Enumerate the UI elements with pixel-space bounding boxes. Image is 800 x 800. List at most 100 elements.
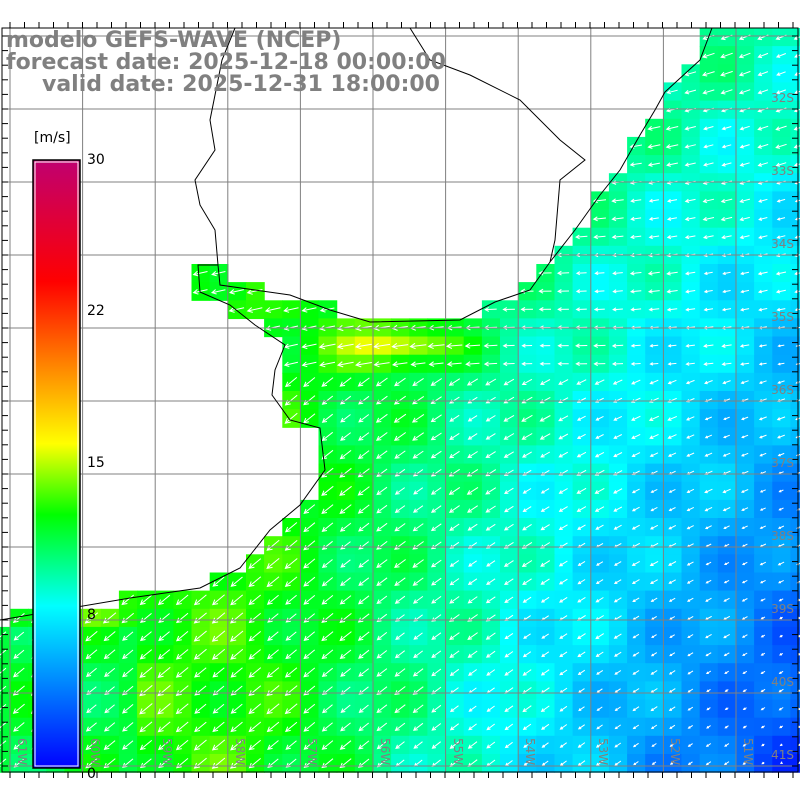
wind-arrow-icon — [503, 433, 515, 440]
wind-arrow-icon — [666, 271, 678, 276]
wind-arrow-icon — [504, 632, 514, 640]
wind-arrow-icon — [631, 488, 640, 494]
wind-arrow-icon — [630, 307, 642, 312]
wind-arrow-icon — [393, 432, 406, 441]
wind-arrow-icon — [139, 721, 153, 733]
wind-arrow-icon — [612, 271, 623, 276]
wind-arrow-icon — [759, 561, 767, 566]
title-model: modelo GEFS-WAVE (NCEP) — [6, 28, 342, 53]
wind-arrow-icon — [523, 760, 531, 766]
wind-arrow-icon — [354, 343, 372, 350]
wind-arrow-icon — [321, 631, 334, 642]
wind-arrow-icon — [192, 270, 208, 277]
wind-arrow-icon — [212, 703, 225, 714]
wind-arrow-icon — [650, 706, 658, 712]
wind-arrow-icon — [246, 288, 263, 295]
wind-arrow-icon — [539, 343, 551, 348]
wind-arrow-icon — [504, 505, 514, 513]
wind-arrow-icon — [194, 703, 207, 714]
wind-arrow-icon — [578, 706, 585, 712]
wind-arrow-icon — [721, 362, 732, 366]
wind-arrow-icon — [778, 670, 784, 674]
wind-arrow-icon — [230, 739, 244, 751]
wind-arrow-icon — [413, 632, 423, 640]
wind-arrow-icon — [412, 704, 424, 714]
wind-arrow-icon — [741, 434, 749, 439]
wind-arrow-icon — [630, 343, 641, 348]
wind-cell — [790, 499, 800, 519]
wind-arrow-icon — [723, 633, 730, 639]
wind-arrow-icon — [758, 344, 767, 348]
wind-arrow-icon — [722, 507, 731, 512]
wind-arrow-icon — [649, 379, 659, 385]
wind-arrow-icon — [703, 307, 714, 312]
wind-arrow-icon — [430, 432, 442, 441]
wind-arrow-icon — [357, 486, 370, 496]
wind-arrow-icon — [376, 450, 388, 459]
wind-arrow-icon — [651, 634, 657, 638]
wind-arrow-icon — [540, 506, 550, 512]
wind-arrow-icon — [504, 741, 513, 749]
wind-arrow-icon — [759, 434, 767, 439]
wind-arrow-icon — [705, 761, 712, 766]
wind-arrow-icon — [758, 362, 767, 366]
wind-arrow-icon — [466, 486, 479, 495]
wind-arrow-icon — [522, 578, 532, 585]
wind-arrow-icon — [704, 452, 713, 457]
wind-arrow-icon — [648, 234, 660, 240]
wind-arrow-icon — [541, 651, 550, 658]
wind-arrow-icon — [321, 613, 334, 623]
wind-arrow-icon — [775, 143, 787, 149]
wind-arrow-icon — [667, 452, 677, 457]
wind-arrow-icon — [614, 760, 622, 766]
wind-arrow-icon — [464, 342, 481, 349]
wind-arrow-icon — [557, 343, 569, 348]
wind-arrow-icon — [284, 558, 298, 569]
wind-arrow-icon — [742, 670, 748, 674]
wind-arrow-icon — [687, 761, 693, 765]
wind-arrow-icon — [666, 217, 677, 221]
colorbar-tick: 8 — [87, 607, 96, 623]
wind-arrow-icon — [430, 487, 442, 495]
wind-arrow-icon — [594, 487, 605, 494]
wind-arrow-icon — [757, 289, 768, 294]
wind-arrow-icon — [706, 725, 711, 729]
wind-arrow-icon — [466, 468, 479, 477]
wind-arrow-icon — [522, 705, 532, 713]
wind-arrow-icon — [303, 377, 316, 388]
wind-arrow-icon — [669, 652, 676, 657]
latitude-label: 36S — [771, 383, 794, 397]
wind-arrow-icon — [631, 506, 640, 512]
wind-arrow-icon — [684, 198, 696, 203]
wind-arrow-icon — [266, 558, 280, 570]
wind-arrow-icon — [121, 612, 135, 624]
wind-arrow-icon — [684, 71, 697, 77]
wind-arrow-icon — [687, 706, 694, 711]
wind-arrow-icon — [321, 722, 333, 732]
wind-arrow-icon — [578, 688, 585, 693]
wind-arrow-icon — [284, 721, 298, 733]
wind-arrow-icon — [540, 705, 550, 713]
wind-arrow-icon — [358, 649, 370, 659]
wind-arrow-icon — [211, 594, 225, 606]
wind-arrow-icon — [540, 578, 550, 585]
wind-arrow-icon — [86, 667, 97, 678]
wind-arrow-icon — [0, 685, 7, 695]
wind-arrow-icon — [611, 216, 624, 222]
wind-arrow-icon — [449, 741, 460, 749]
wind-arrow-icon — [630, 216, 642, 221]
coastline — [0, 27, 713, 621]
wind-cell — [790, 463, 800, 483]
wind-arrow-icon — [594, 379, 605, 385]
wind-arrow-icon — [739, 235, 750, 240]
wind-arrow-icon — [651, 743, 657, 747]
wind-arrow-icon — [504, 596, 514, 603]
wind-arrow-icon — [413, 650, 424, 659]
wind-arrow-icon — [757, 271, 768, 276]
wind-arrow-icon — [596, 688, 603, 693]
wind-arrow-icon — [394, 540, 406, 550]
longitude-label: 58W — [232, 738, 247, 766]
wind-arrow-icon — [13, 740, 25, 750]
wind-arrow-icon — [631, 433, 641, 439]
wind-arrow-icon — [742, 761, 747, 765]
